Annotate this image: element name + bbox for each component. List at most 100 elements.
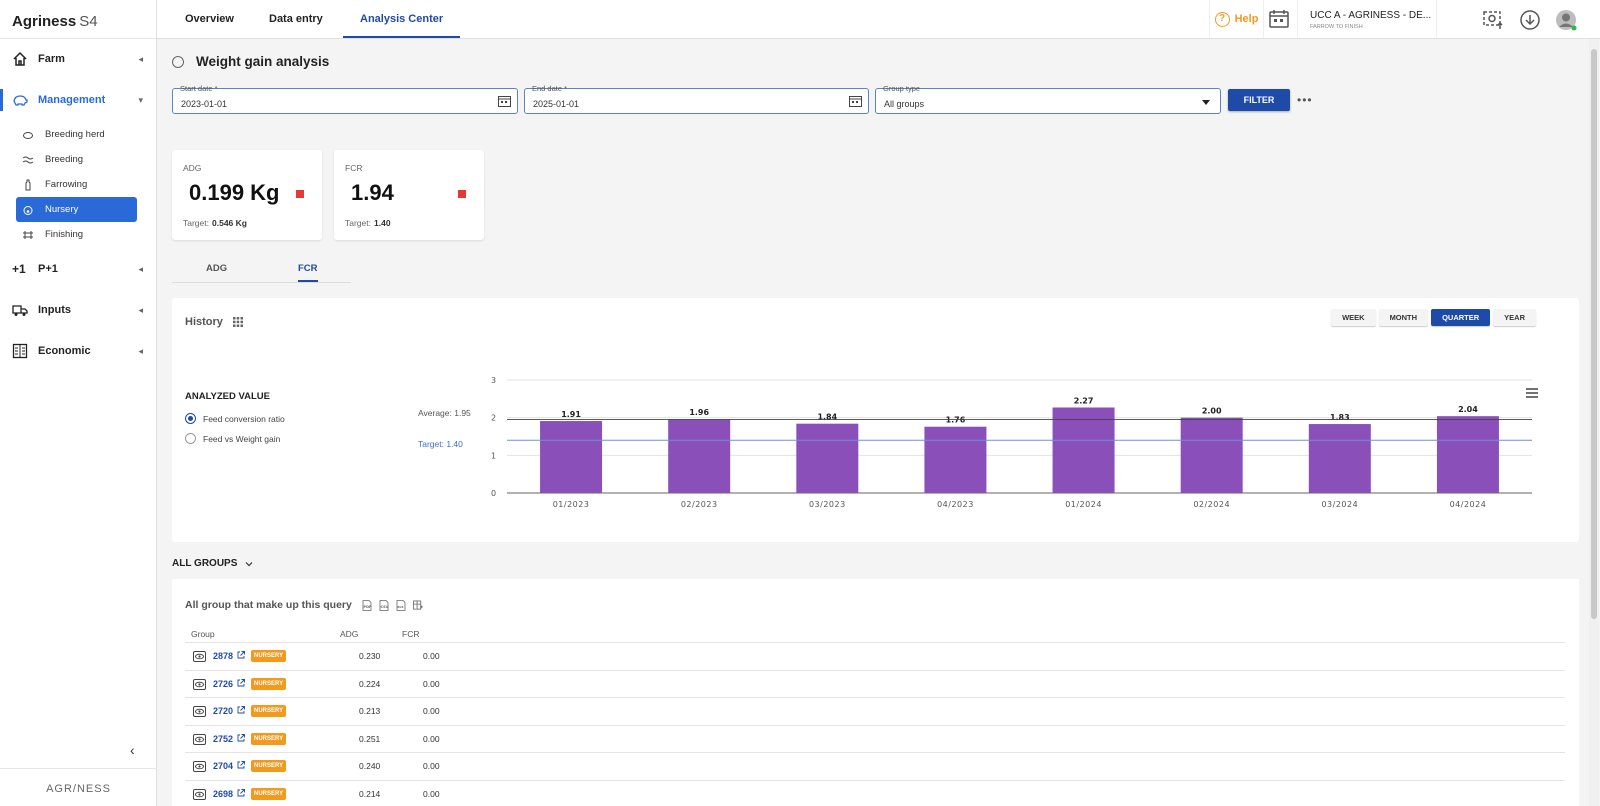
status-flag-icon <box>458 190 466 198</box>
tab-adg[interactable]: ADG <box>206 263 228 274</box>
view-icon[interactable] <box>193 733 206 745</box>
group-id-link[interactable]: 2726 <box>213 678 234 689</box>
page-header: Weight gain analysis <box>172 54 329 69</box>
truck-icon <box>12 305 28 316</box>
xlsx-icon[interactable]: XLS <box>396 599 406 611</box>
grid-icon[interactable] <box>232 317 243 327</box>
period-month-button[interactable]: MONTH <box>1378 309 1429 326</box>
group-id-link[interactable]: 2704 <box>213 761 234 771</box>
period-selector: WEEK MONTH QUARTER YEAR <box>1331 309 1536 326</box>
column-header-adg[interactable]: ADG <box>340 629 359 639</box>
group-id-link[interactable]: 2878 <box>213 651 234 661</box>
group-id-link[interactable]: 2698 <box>213 788 234 799</box>
pdf-icon[interactable]: PDF <box>362 599 372 611</box>
period-year-button[interactable]: YEAR <box>1493 309 1536 326</box>
end-date-field[interactable]: End date * 2025-01-01 <box>524 84 869 114</box>
bottle-icon <box>25 179 31 190</box>
cell-adg: 0.214 <box>359 788 381 799</box>
calendar-icon[interactable] <box>849 95 862 107</box>
status-badge: NURSERY <box>251 787 287 800</box>
columns-icon[interactable] <box>412 600 423 611</box>
column-header-group[interactable]: Group <box>191 629 215 639</box>
external-link-icon[interactable] <box>237 678 245 687</box>
pen-icon <box>23 230 33 239</box>
external-link-icon[interactable] <box>237 733 245 742</box>
sidebar-section-label: P+1 <box>38 263 58 275</box>
end-date-value: 2025-01-01 <box>533 99 580 109</box>
tab-analysis-center[interactable]: Analysis Center <box>343 0 461 38</box>
group-id-link[interactable]: 2720 <box>213 706 234 716</box>
bar <box>668 419 731 493</box>
view-icon[interactable] <box>193 788 206 800</box>
kpi-card-adg: ADG 0.199 Kg Target: 0.546 Kg <box>172 150 322 240</box>
sidebar-section-farm[interactable]: Farm ◂ <box>0 46 157 72</box>
app-brand[interactable]: Agriness S4 <box>0 0 156 39</box>
external-link-icon[interactable] <box>237 761 245 769</box>
house-icon <box>13 51 27 66</box>
sidebar-item-breeding[interactable]: Breeding <box>16 147 137 172</box>
group-type-select[interactable]: Group type All groups <box>875 84 1221 114</box>
plus-one-icon: +1 <box>12 262 26 276</box>
table-row[interactable]: 2752 NURSERY 0.251 0.00 <box>185 724 1565 752</box>
view-icon[interactable] <box>193 678 206 690</box>
help-button[interactable]: ? Help <box>1209 0 1264 38</box>
table-row[interactable]: 2878 NURSERY 0.230 0.00 <box>185 642 1565 669</box>
back-icon[interactable] <box>172 55 184 68</box>
table-row[interactable]: 2704 NURSERY 0.240 0.00 <box>185 752 1565 779</box>
period-week-button[interactable]: WEEK <box>1331 309 1376 326</box>
table-row[interactable]: 2698 NURSERY 0.214 0.00 <box>185 779 1565 806</box>
sidebar-item-farrowing[interactable]: Farrowing <box>16 172 137 197</box>
kpi-value: 1.94 <box>351 180 394 205</box>
data-label: 2.04 <box>1458 405 1478 414</box>
external-link-icon[interactable] <box>237 706 245 714</box>
sidebar-item-nursery[interactable]: Nursery <box>16 197 137 222</box>
filter-button[interactable]: FILTER <box>1228 89 1290 111</box>
farm-name: UCC A - AGRINESS - DE... <box>1310 10 1432 21</box>
collapse-sidebar-icon[interactable]: ‹ <box>130 742 135 758</box>
sidebar-section-p1[interactable]: +1 P+1 ◂ <box>0 256 157 282</box>
dropdown-arrow-icon <box>1202 100 1210 105</box>
help-icon: ? <box>1214 11 1230 27</box>
sidebar-item-breeding-herd[interactable]: Breeding herd <box>16 122 137 147</box>
download-icon[interactable] <box>1519 9 1541 31</box>
view-icon[interactable] <box>193 706 206 717</box>
scrollbar-thumb[interactable] <box>1591 49 1597 619</box>
view-icon[interactable] <box>193 761 206 772</box>
tab-data-entry[interactable]: Data entry <box>269 13 323 25</box>
y-tick-label: 2 <box>491 414 496 423</box>
more-options-icon[interactable]: ••• <box>1297 93 1313 107</box>
start-date-field[interactable]: Start date * 2023-01-01 <box>172 84 518 114</box>
kpi-target: Target: 0.546 Kg <box>183 218 247 228</box>
csv-icon[interactable]: CSV <box>379 599 389 611</box>
page-scrollbar[interactable] <box>1589 39 1599 806</box>
all-groups-toggle[interactable]: ALL GROUPS <box>172 558 253 569</box>
group-id-link[interactable]: 2752 <box>213 733 234 744</box>
sidebar-section-management[interactable]: Management ▾ <box>0 87 157 113</box>
external-link-icon[interactable] <box>237 651 245 659</box>
farm-selector[interactable]: UCC A - AGRINESS - DE... FARROW TO FINIS… <box>1297 0 1437 38</box>
x-tick-label: 02/2024 <box>1193 500 1230 509</box>
cell-fcr: 0.00 <box>423 761 440 771</box>
sidebar-section-inputs[interactable]: Inputs ◂ <box>0 297 157 323</box>
radio-feed-vs-weight-gain[interactable]: Feed vs Weight gain <box>185 433 280 444</box>
table-row[interactable]: 2726 NURSERY 0.224 0.00 <box>185 669 1565 697</box>
table-row[interactable]: 2720 NURSERY 0.213 0.00 <box>185 697 1565 724</box>
period-quarter-button[interactable]: QUARTER <box>1431 309 1491 326</box>
cell-adg: 0.251 <box>359 733 381 744</box>
tab-fcr[interactable]: FCR <box>298 263 318 282</box>
sidebar-section-economic[interactable]: Economic ◂ <box>0 338 157 364</box>
chart-menu-icon[interactable] <box>1526 388 1538 398</box>
monitor-upload-icon[interactable] <box>1482 9 1504 31</box>
cell-adg: 0.213 <box>359 706 381 716</box>
calendar-icon[interactable] <box>1269 10 1289 28</box>
bar <box>796 423 859 493</box>
fcr-history-chart: 0 1 2 3 1.91 01/2023 1.96 02/2023 1.84 03/2023 1.7… <box>491 376 1532 509</box>
calendar-icon[interactable] <box>498 95 511 107</box>
avatar[interactable] <box>1555 9 1577 31</box>
view-icon[interactable] <box>193 651 206 662</box>
sidebar-item-finishing[interactable]: Finishing <box>16 222 137 247</box>
tab-overview[interactable]: Overview <box>185 13 234 25</box>
column-header-fcr[interactable]: FCR <box>402 629 420 639</box>
radio-feed-conversion-ratio[interactable]: Feed conversion ratio <box>185 413 285 424</box>
external-link-icon[interactable] <box>237 788 245 797</box>
